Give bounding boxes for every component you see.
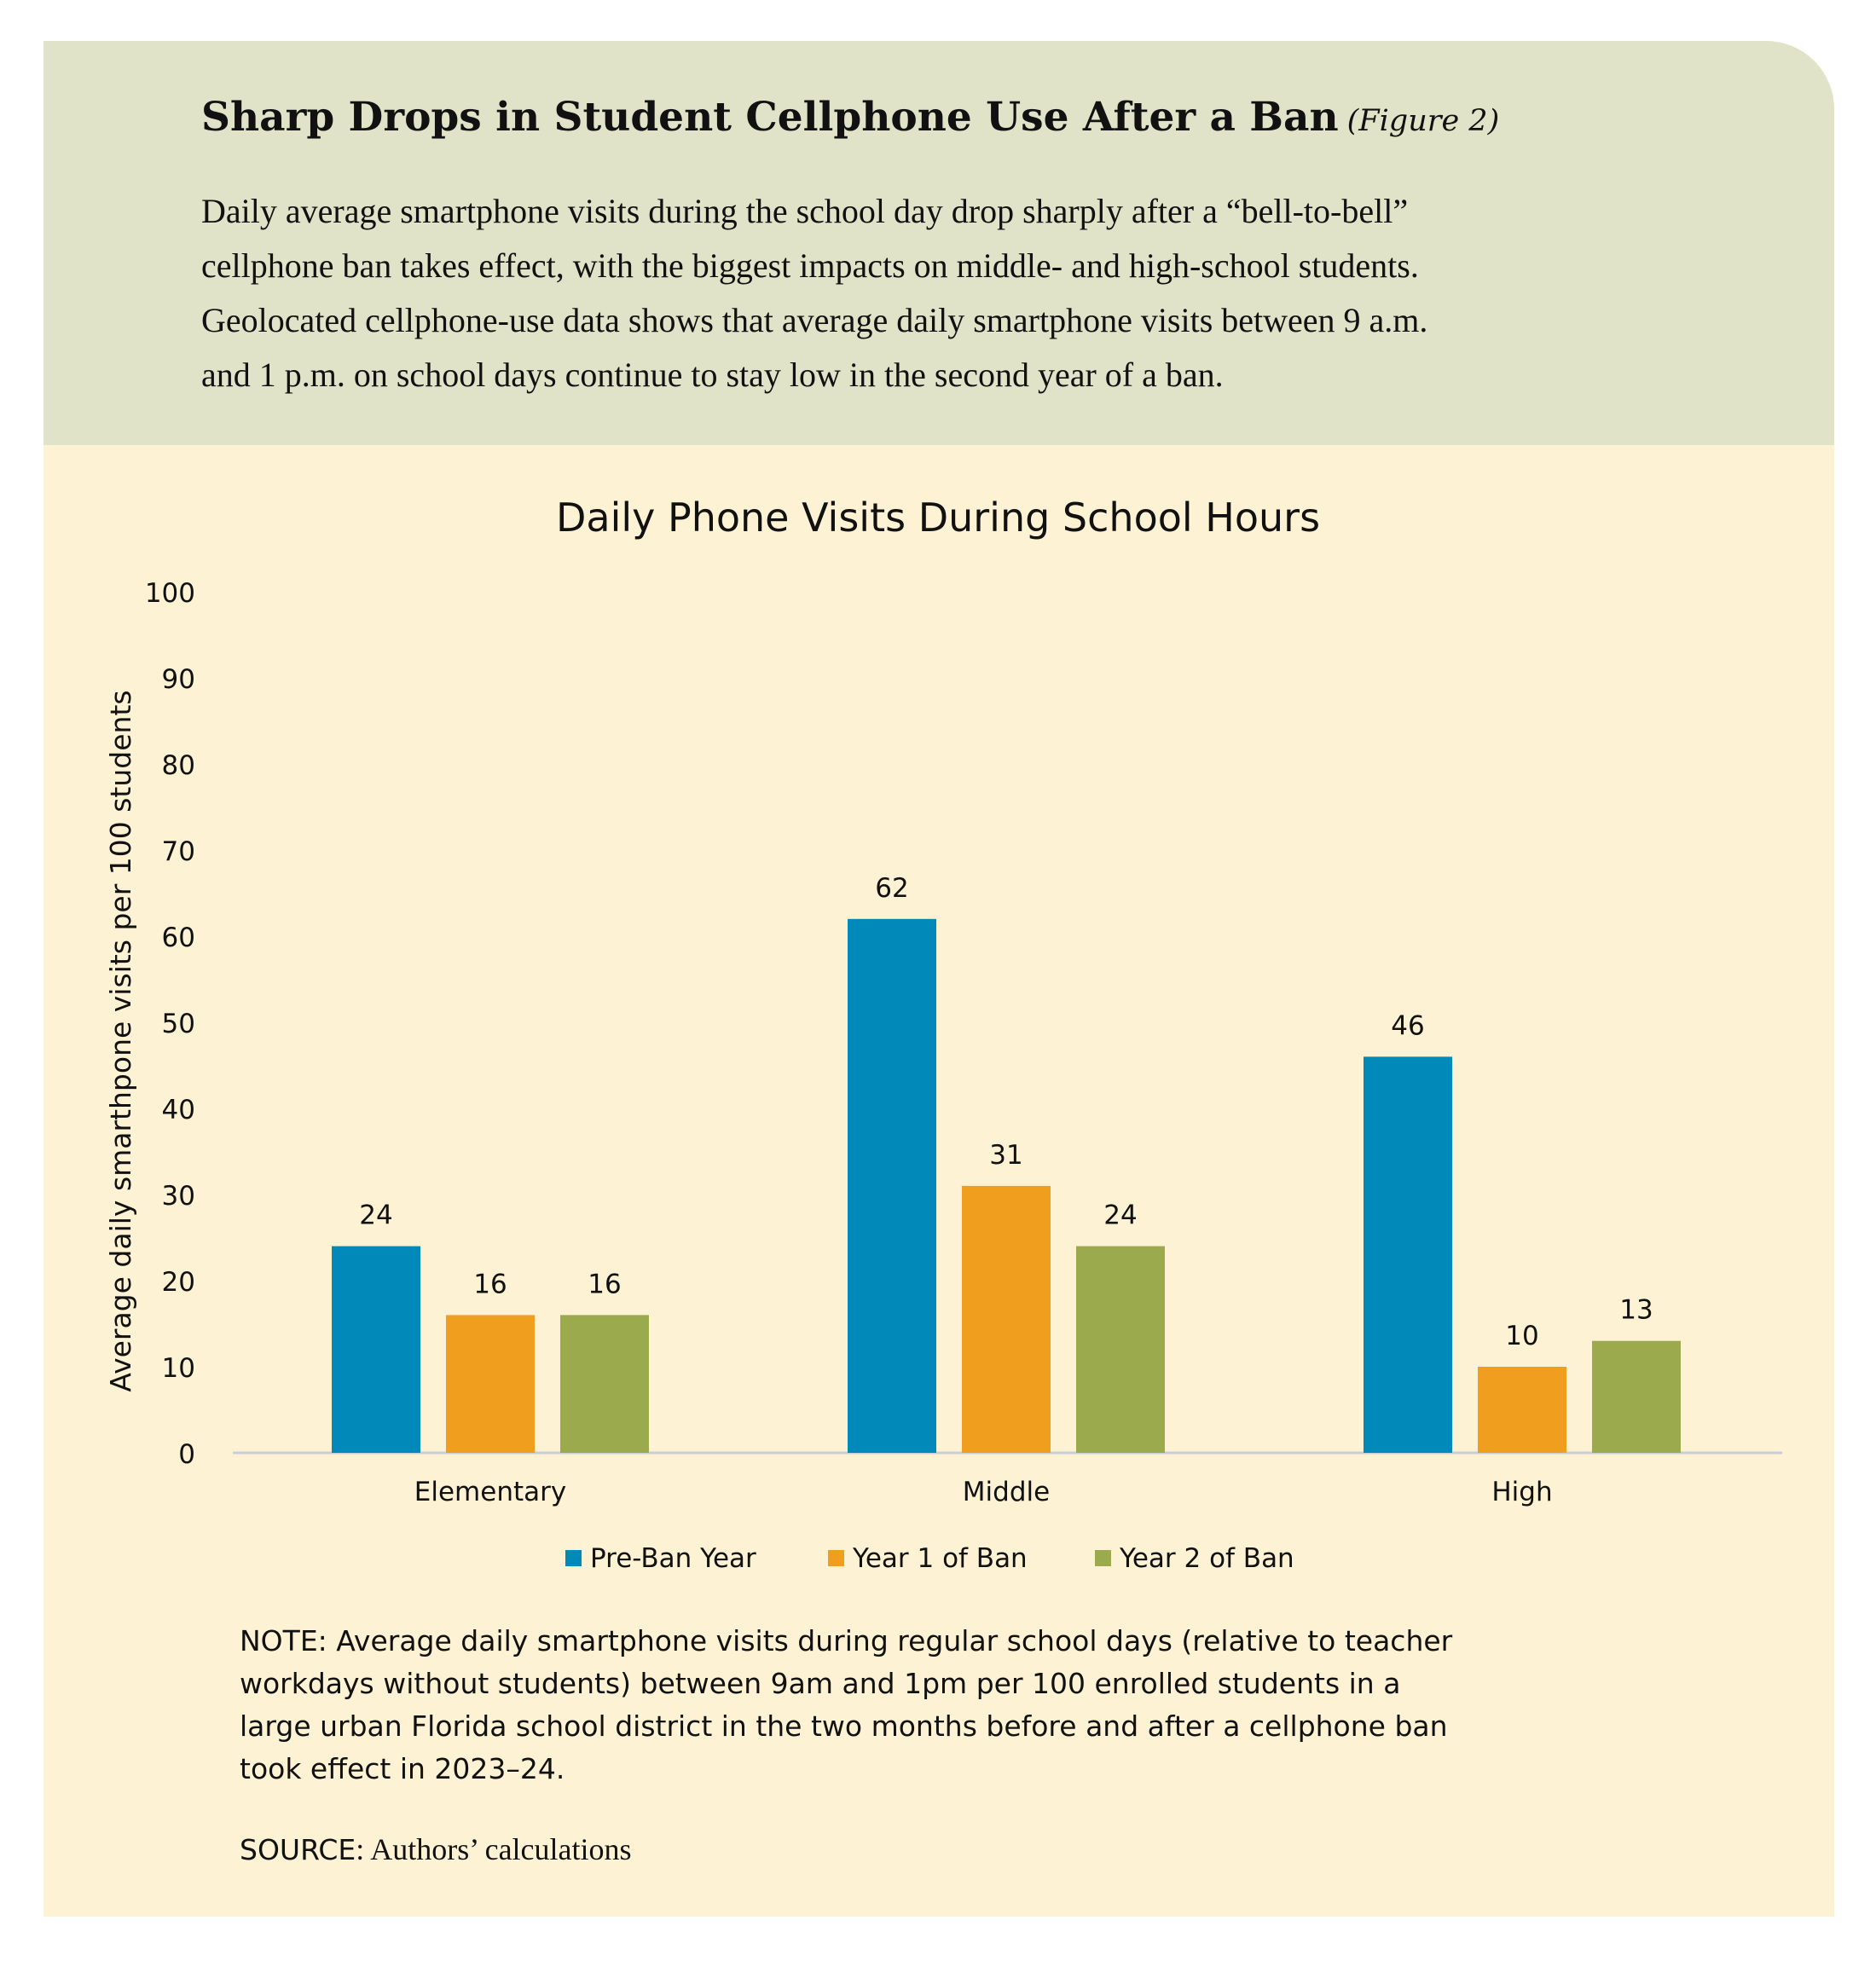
figure-description: Daily average smartphone visits during t… xyxy=(201,184,1753,402)
source-text: : Authors’ calculations xyxy=(356,1832,632,1866)
x-axis-ticks: Elementary Middle High xyxy=(414,1477,1553,1507)
bar xyxy=(962,1185,1051,1453)
data-label: 16 xyxy=(473,1269,507,1299)
note-line: large urban Florida school district in t… xyxy=(240,1709,1448,1743)
y-tick-label: 10 xyxy=(162,1353,195,1384)
figure-title-line: Sharp Drops in Student Cellphone Use Aft… xyxy=(201,94,1499,141)
y-tick-label: 80 xyxy=(162,750,195,781)
description-line: Daily average smartphone visits during t… xyxy=(201,192,1409,230)
source-label: SOURCE xyxy=(240,1833,356,1866)
x-tick-label: Middle xyxy=(963,1477,1050,1507)
data-label: 31 xyxy=(989,1140,1022,1171)
y-tick-label: 50 xyxy=(162,1009,195,1039)
chart-note: NOTE: Average daily smartphone visits du… xyxy=(240,1620,1775,1790)
data-label: 13 xyxy=(1619,1295,1653,1326)
bar xyxy=(446,1315,535,1453)
data-label: 24 xyxy=(359,1200,392,1231)
bar xyxy=(1592,1340,1681,1453)
legend-swatch xyxy=(828,1550,844,1566)
y-tick-label: 20 xyxy=(162,1267,195,1298)
y-tick-label: 0 xyxy=(178,1439,195,1470)
y-tick-label: 40 xyxy=(162,1095,195,1125)
y-tick-label: 70 xyxy=(162,836,195,867)
data-label: 46 xyxy=(1391,1010,1424,1041)
bar xyxy=(1076,1246,1165,1453)
legend-label: Year 2 of Ban xyxy=(1119,1543,1294,1574)
bar xyxy=(1478,1367,1566,1453)
bar xyxy=(560,1315,649,1453)
bar-chart: Daily Phone Visits During School Hours A… xyxy=(104,495,1782,1574)
legend-swatch xyxy=(1095,1550,1111,1566)
data-label: 10 xyxy=(1505,1321,1538,1351)
legend-label: Year 1 of Ban xyxy=(852,1543,1028,1574)
x-tick-label: Elementary xyxy=(414,1477,566,1507)
note-line: took effect in 2023–24. xyxy=(240,1752,565,1785)
x-tick-label: High xyxy=(1491,1477,1552,1507)
figure-card: Sharp Drops in Student Cellphone Use Aft… xyxy=(43,41,1834,1917)
figure-label: (Figure 2) xyxy=(1346,104,1500,138)
chart-title: Daily Phone Visits During School Hours xyxy=(556,495,1320,541)
note-line: workdays without students) between 9am a… xyxy=(240,1667,1401,1700)
y-tick-label: 90 xyxy=(162,664,195,695)
figure-header: Sharp Drops in Student Cellphone Use Aft… xyxy=(43,41,1834,445)
description-line: Geolocated cellphone-use data shows that… xyxy=(201,301,1428,339)
bar xyxy=(332,1246,420,1453)
legend: Pre-Ban Year Year 1 of Ban Year 2 of Ban xyxy=(565,1543,1294,1574)
data-label: 24 xyxy=(1103,1200,1137,1231)
chart-source: SOURCE: Authors’ calculations xyxy=(240,1831,632,1867)
legend-swatch xyxy=(565,1550,582,1566)
note-line: NOTE: Average daily smartphone visits du… xyxy=(240,1624,1453,1657)
y-axis-ticks: 0 10 20 30 40 50 60 70 80 90 100 xyxy=(145,578,195,1470)
description-line: cellphone ban takes effect, with the big… xyxy=(201,246,1419,285)
legend-label: Pre-Ban Year xyxy=(590,1543,756,1574)
y-axis-label: Average daily smarthpone visits per 100 … xyxy=(104,690,137,1391)
y-tick-label: 30 xyxy=(162,1181,195,1212)
y-tick-label: 60 xyxy=(162,923,195,953)
description-line: and 1 p.m. on school days continue to st… xyxy=(201,356,1224,394)
y-tick-label: 100 xyxy=(145,578,195,609)
bar xyxy=(1364,1056,1452,1453)
data-label: 16 xyxy=(588,1269,621,1299)
figure-title: Sharp Drops in Student Cellphone Use Aft… xyxy=(201,94,1339,141)
bars-group: 24 16 16 62 31 24 46 10 13 xyxy=(332,873,1681,1453)
bar xyxy=(848,918,936,1453)
data-label: 62 xyxy=(875,873,908,904)
